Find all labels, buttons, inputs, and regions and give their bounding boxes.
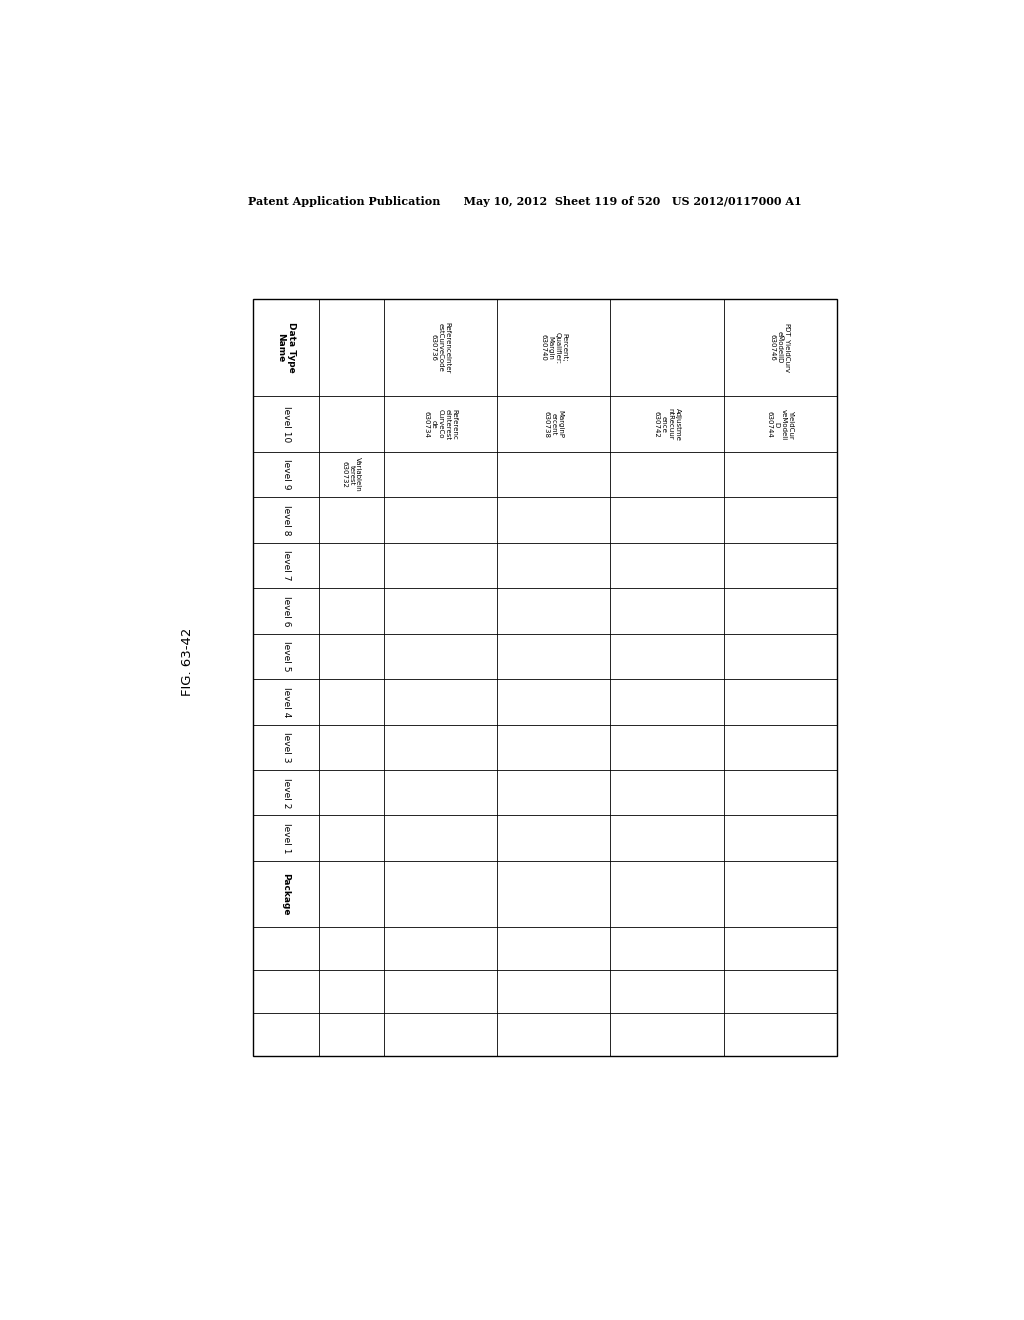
Text: level 9: level 9	[282, 459, 291, 490]
Text: level 10: level 10	[282, 407, 291, 442]
Text: level 5: level 5	[282, 642, 291, 672]
Text: Referenc
eInterest
CurveCo
de
630734: Referenc eInterest CurveCo de 630734	[424, 409, 458, 440]
Text: level 1: level 1	[282, 822, 291, 854]
Text: level 2: level 2	[282, 777, 291, 808]
Text: Percent;
Qualifier:
Margin
630740: Percent; Qualifier: Margin 630740	[541, 331, 567, 363]
Text: FIG. 63-42: FIG. 63-42	[181, 627, 194, 696]
Text: YieldCur
veModeli
D
630744: YieldCur veModeli D 630744	[767, 409, 794, 440]
Text: Adjustme
ntRecuur
ence
630742: Adjustme ntRecuur ence 630742	[653, 408, 680, 441]
Text: PDT_YieldCurv
eModelID
630746: PDT_YieldCurv eModelID 630746	[770, 322, 791, 372]
Text: level 3: level 3	[282, 733, 291, 763]
Text: level 7: level 7	[282, 550, 291, 581]
Bar	[253, 298, 837, 1056]
Text: Data Type
Name: Data Type Name	[276, 322, 296, 374]
Text: level 8: level 8	[282, 504, 291, 536]
Text: Patent Application Publication      May 10, 2012  Sheet 119 of 520   US 2012/011: Patent Application Publication May 10, 2…	[248, 195, 802, 207]
Text: Package: Package	[282, 873, 291, 915]
Text: level 4: level 4	[282, 686, 291, 717]
Text: MarginP
ercent
630738: MarginP ercent 630738	[544, 411, 564, 438]
Text: ReferenceInter
estCurveCode
630736: ReferenceInter estCurveCode 630736	[431, 322, 451, 374]
Text: level 6: level 6	[282, 595, 291, 626]
Text: VariableIn
terest
630732: VariableIn terest 630732	[341, 457, 361, 492]
